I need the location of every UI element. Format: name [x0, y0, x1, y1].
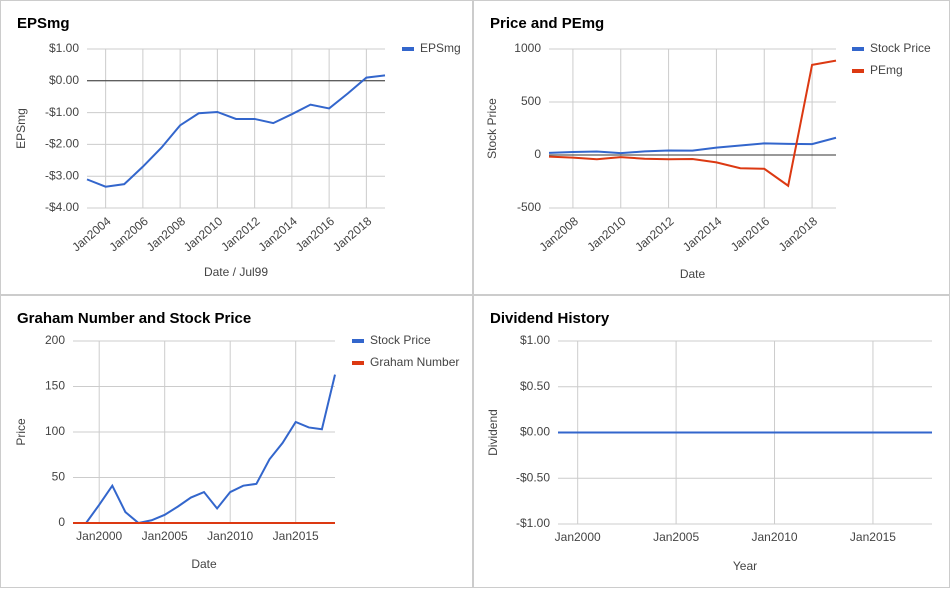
y-tick-label: -500	[517, 200, 541, 214]
y-tick-label: 100	[45, 424, 65, 438]
series-line	[548, 59, 837, 188]
y-tick-label: 500	[521, 94, 541, 108]
chart-title: Dividend History	[490, 310, 610, 327]
x-axis-label: Date / Jul99	[204, 265, 268, 279]
y-tick-label: 1000	[514, 41, 541, 55]
legend-label: Stock Price	[870, 41, 931, 55]
legend-label: Stock Price	[370, 333, 431, 347]
legend-label: PEmg	[870, 63, 903, 77]
panel	[0, 295, 473, 588]
y-tick-label: $1.00	[49, 41, 79, 55]
series-line	[73, 374, 336, 525]
x-tick-label: Jan2010	[207, 529, 253, 543]
legend-swatch	[352, 361, 364, 365]
legend-label: Graham Number	[370, 355, 459, 369]
y-tick-label: $0.50	[520, 379, 550, 393]
y-axis-label: Price	[14, 418, 28, 446]
x-tick-label: Jan2015	[850, 530, 896, 544]
x-axis-label: Date	[680, 267, 706, 281]
y-tick-label: -$1.00	[516, 516, 550, 530]
y-tick-label: 150	[45, 379, 65, 393]
y-tick-label: $0.00	[49, 73, 79, 87]
x-tick-label: Jan2005	[653, 530, 699, 544]
x-tick-label: Jan2000	[76, 529, 122, 543]
y-tick-label: -$3.00	[45, 168, 79, 182]
legend-label: EPSmg	[420, 41, 461, 55]
x-axis-label: Year	[733, 559, 757, 573]
x-tick-label: Jan2000	[555, 530, 601, 544]
chart-title: EPSmg	[17, 15, 70, 32]
y-tick-label: -$2.00	[45, 137, 79, 151]
legend-swatch	[402, 47, 414, 51]
y-tick-label: 0	[58, 515, 65, 529]
panel	[473, 295, 950, 588]
y-tick-label: -$4.00	[45, 200, 79, 214]
y-tick-label: -$0.50	[516, 470, 550, 484]
x-tick-label: Jan2010	[752, 530, 798, 544]
y-axis-label: Dividend	[486, 409, 500, 456]
series-line	[548, 136, 837, 155]
legend-swatch	[352, 339, 364, 343]
y-tick-label: $1.00	[520, 333, 550, 347]
x-tick-label: Jan2005	[142, 529, 188, 543]
y-tick-label: 200	[45, 333, 65, 347]
y-tick-label: $0.00	[520, 425, 550, 439]
y-axis-label: EPSmg	[14, 108, 28, 149]
series-line	[86, 74, 386, 188]
y-tick-label: 0	[534, 147, 541, 161]
x-axis-label: Date	[191, 557, 217, 571]
chart-title: Graham Number and Stock Price	[17, 310, 251, 327]
legend-swatch	[852, 47, 864, 51]
y-axis-label: Stock Price	[485, 98, 499, 159]
legend-swatch	[852, 69, 864, 73]
y-tick-label: -$1.00	[45, 105, 79, 119]
x-tick-label: Jan2015	[273, 529, 319, 543]
chart-title: Price and PEmg	[490, 15, 604, 32]
y-tick-label: 50	[52, 470, 66, 484]
